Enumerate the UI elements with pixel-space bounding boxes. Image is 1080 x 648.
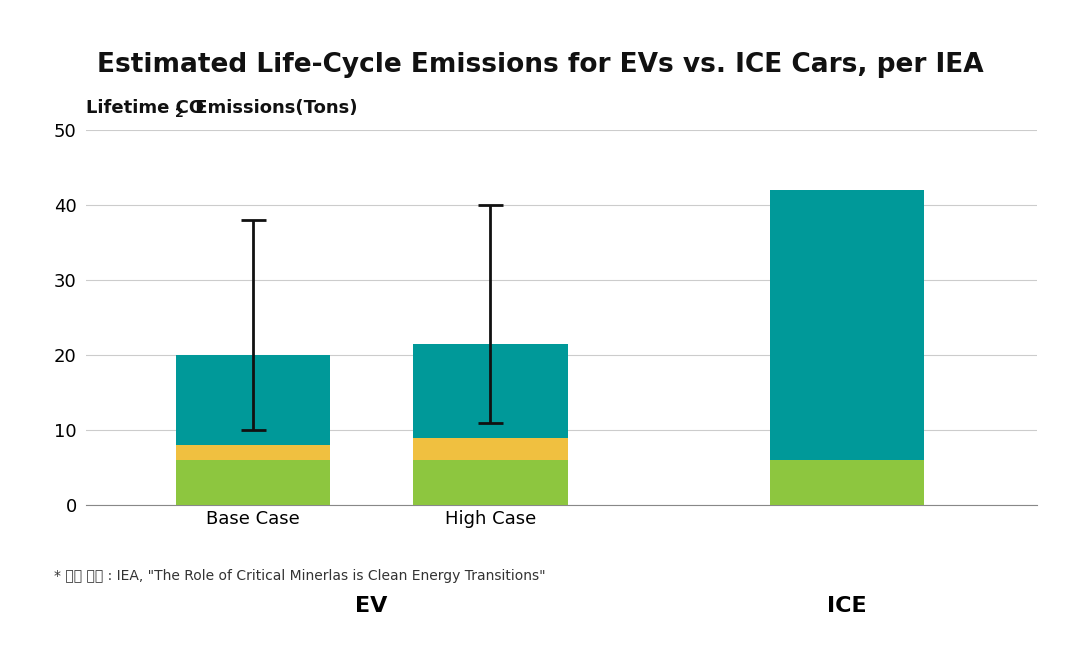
Text: Emissions(Tons): Emissions(Tons) — [189, 98, 357, 117]
Bar — [769, 190, 924, 460]
Text: EV: EV — [355, 596, 388, 616]
Text: I am your Energy   ⓒ GS 칼텍스: I am your Energy ⓒ GS 칼텍스 — [827, 614, 1030, 627]
Bar — [414, 344, 568, 438]
Text: Estimated Life-Cycle Emissions for EVs vs. ICE Cars, per IEA: Estimated Life-Cycle Emissions for EVs v… — [97, 52, 983, 78]
Bar — [175, 445, 329, 460]
Bar — [414, 460, 568, 505]
Bar — [414, 438, 568, 460]
Text: * 자료 출처 : IEA, "The Role of Critical Minerlas is Clean Energy Transitions": * 자료 출처 : IEA, "The Role of Critical Min… — [54, 569, 545, 583]
Bar — [175, 460, 329, 505]
Bar — [175, 355, 329, 445]
Bar — [769, 460, 924, 505]
Text: Lifetime CO: Lifetime CO — [86, 98, 204, 117]
Text: ICE: ICE — [827, 596, 866, 616]
Text: 2: 2 — [175, 107, 184, 120]
